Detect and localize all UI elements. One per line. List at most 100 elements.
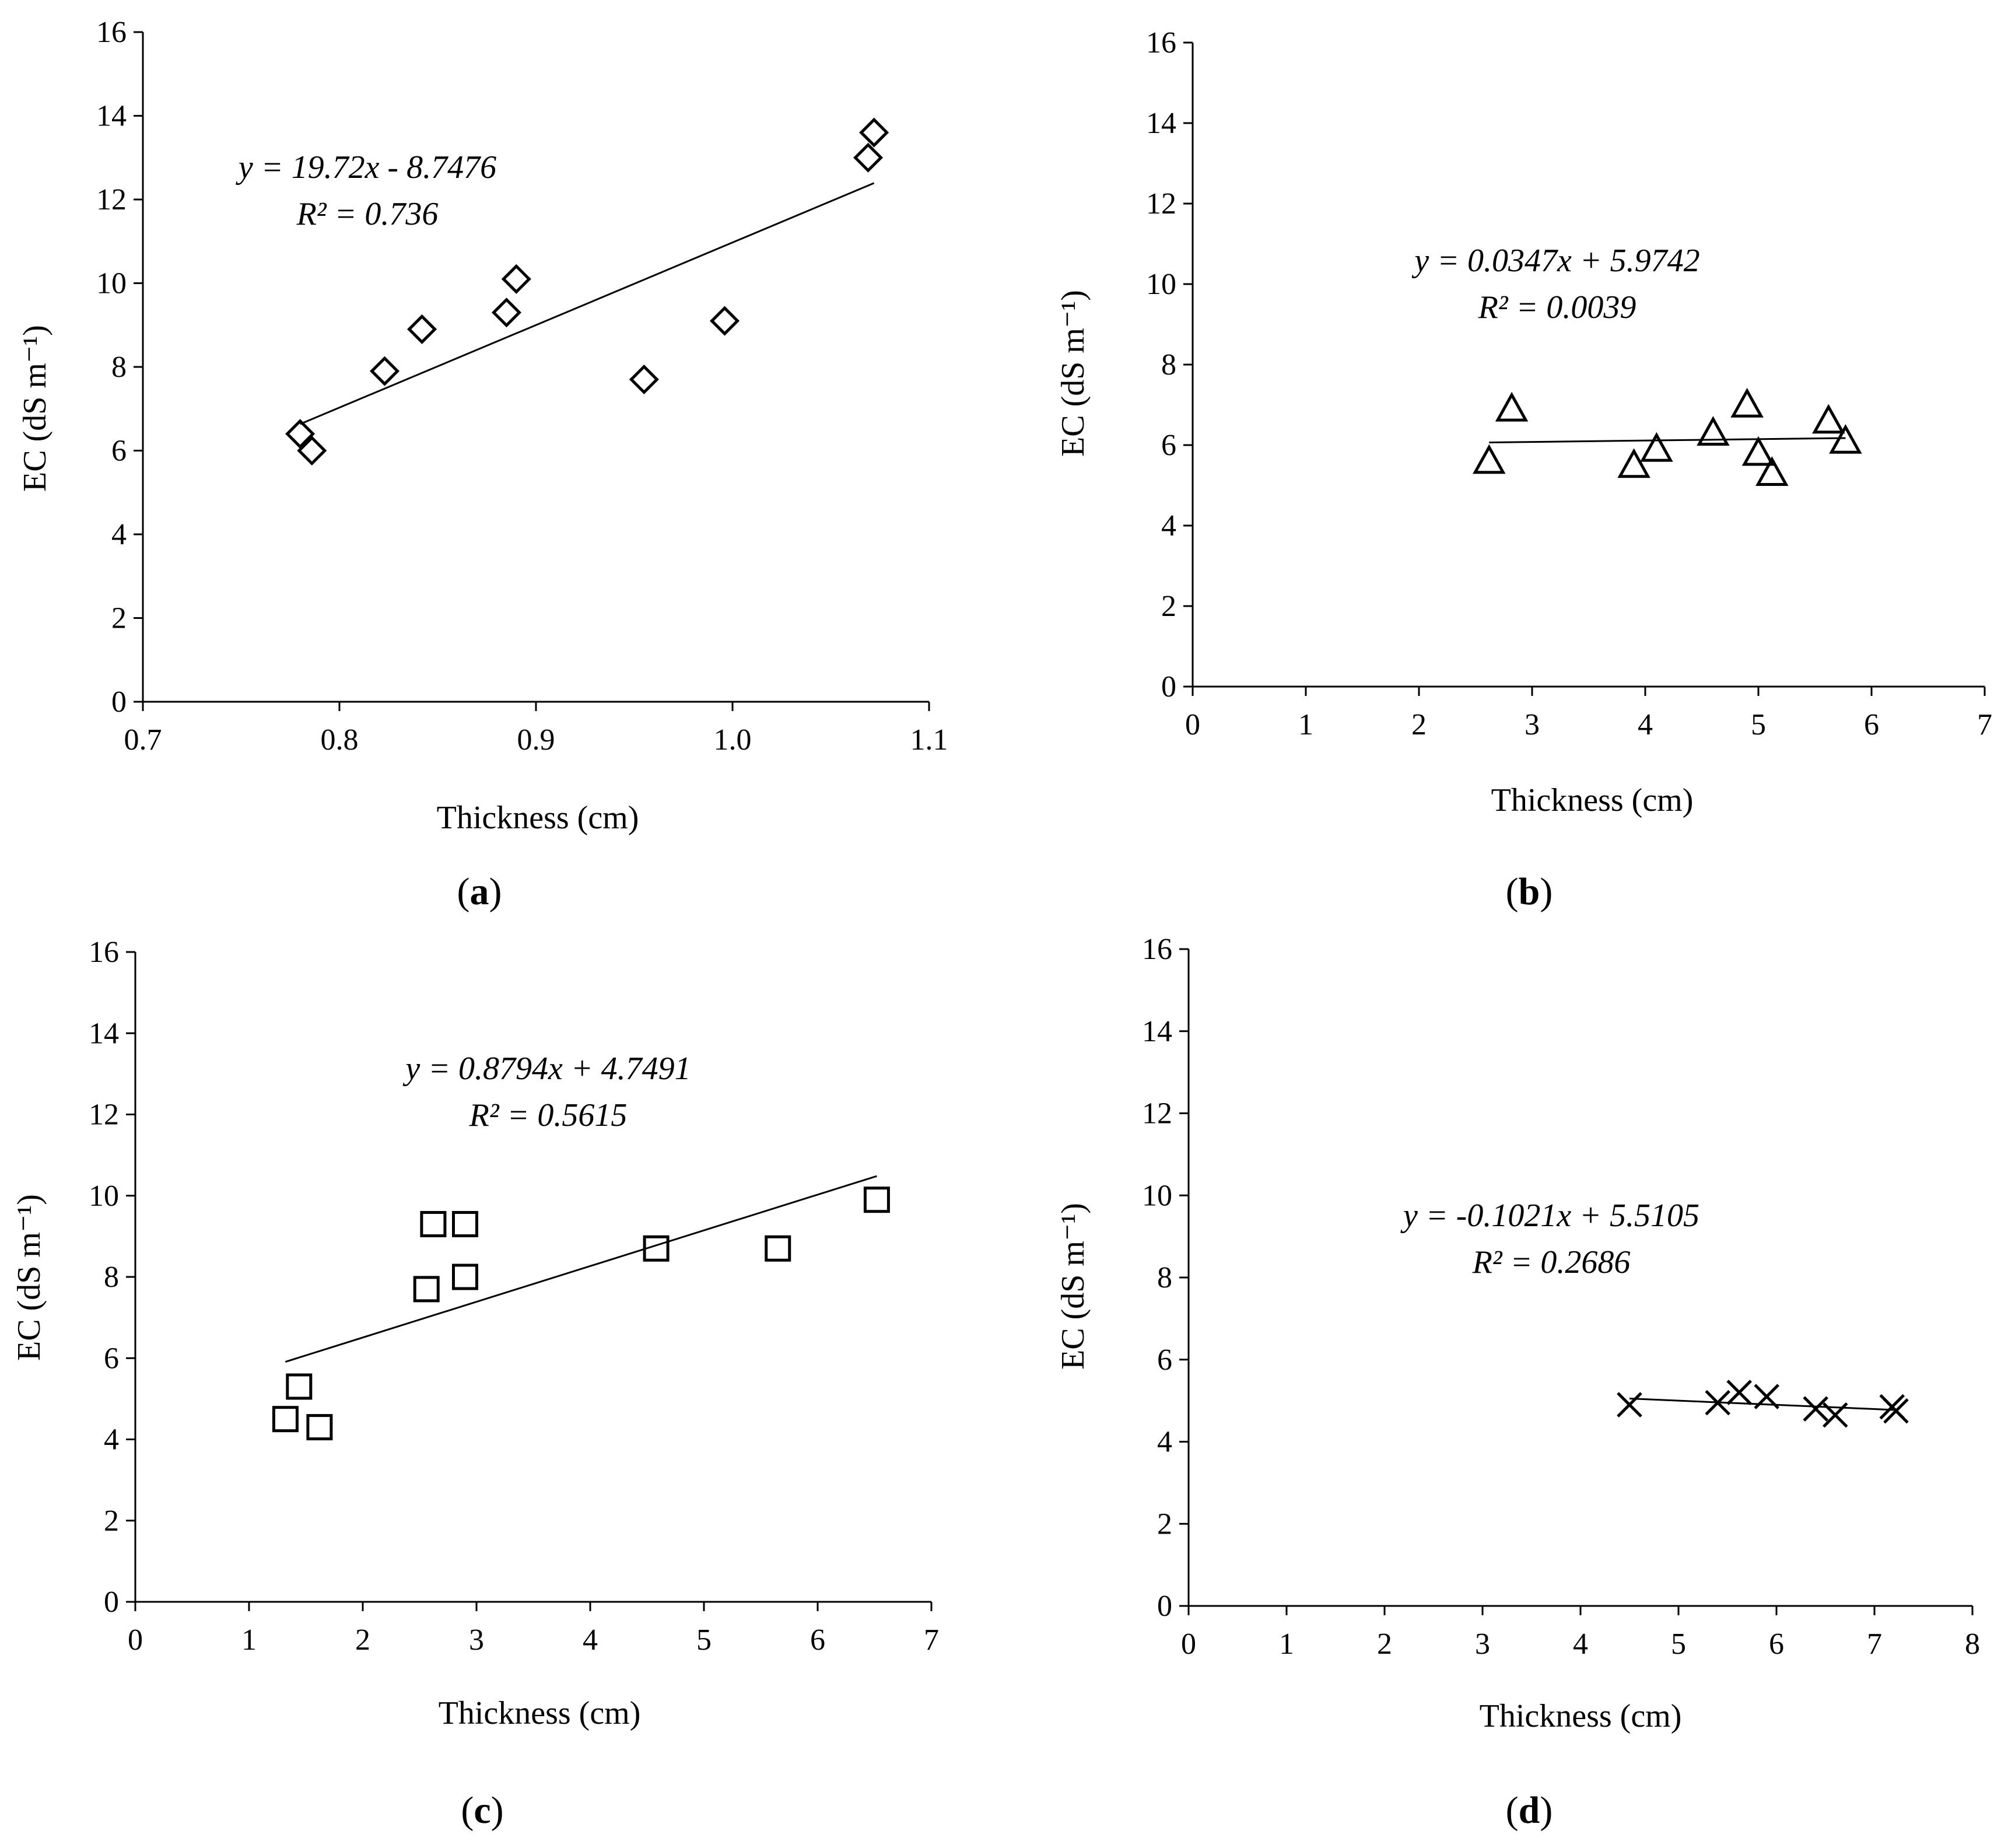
panel-d-xtick-label: 5 bbox=[1671, 1628, 1686, 1661]
panel-d-point bbox=[1754, 1384, 1779, 1409]
panel-a-label: (a) bbox=[457, 870, 502, 913]
panel-d-ytick-label: 4 bbox=[1157, 1426, 1172, 1459]
panel-d-xlabel: Thickness (cm) bbox=[1480, 1698, 1682, 1734]
panel-a-ytick-label: 2 bbox=[111, 602, 127, 635]
panel-c-xtick-label: 1 bbox=[241, 1623, 257, 1657]
panel-c-point bbox=[272, 1406, 299, 1433]
panel-c-point bbox=[452, 1264, 478, 1290]
panel-c-xtick-label: 2 bbox=[355, 1623, 370, 1657]
panel-b-label: (b) bbox=[1506, 870, 1553, 913]
panel-b: y = 0.0347x + 5.9742 R² = 0.0039 Thickne… bbox=[1055, 26, 1992, 913]
panel-b-ytick-label: 12 bbox=[1146, 187, 1176, 220]
panel-a: y = 19.72x - 8.7476 R² = 0.736 Thickness… bbox=[17, 16, 948, 913]
panel-c-ylabel: EC (dS m⁻¹) bbox=[11, 1194, 47, 1361]
panel-c-xtick-label: 0 bbox=[128, 1623, 143, 1657]
panel-b-xtick-label: 2 bbox=[1411, 708, 1427, 741]
panel-c-xlabel: Thickness (cm) bbox=[439, 1695, 641, 1731]
panel-c-xtick-label: 3 bbox=[469, 1623, 484, 1657]
panel-b-xtick-label: 0 bbox=[1185, 708, 1200, 741]
panel-c-xtick-label: 7 bbox=[924, 1623, 939, 1657]
panel-c-ytick-label: 0 bbox=[104, 1586, 119, 1619]
panel-a-equation: y = 19.72x - 8.7476 bbox=[236, 149, 496, 186]
panel-d-point bbox=[1726, 1380, 1752, 1405]
panel-c-point bbox=[413, 1276, 440, 1303]
panel-a-trendline bbox=[300, 182, 875, 425]
panel-c-ytick-label: 8 bbox=[104, 1261, 119, 1294]
panel-b-ytick-label: 8 bbox=[1161, 348, 1176, 382]
panel-a-point bbox=[407, 314, 437, 344]
panel-d-xtick-label: 3 bbox=[1475, 1628, 1490, 1661]
panel-d-xtick-label: 4 bbox=[1573, 1628, 1588, 1661]
panel-a-point bbox=[709, 306, 740, 336]
panel-d-ytick-label: 8 bbox=[1157, 1261, 1172, 1294]
panel-c-ytick-label: 14 bbox=[89, 1017, 119, 1050]
panel-b-ytick-label: 2 bbox=[1161, 590, 1176, 623]
panel-d-point bbox=[1803, 1396, 1828, 1422]
panel-d-ytick-label: 14 bbox=[1142, 1015, 1172, 1048]
panel-b-point bbox=[1473, 444, 1506, 474]
panel-c-label: (c) bbox=[461, 1789, 503, 1832]
panel-b-xlabel: Thickness (cm) bbox=[1491, 782, 1694, 818]
panel-a-ytick-label: 4 bbox=[111, 518, 127, 551]
panel-d-ytick-label: 0 bbox=[1157, 1590, 1172, 1623]
panel-b-equation: y = 0.0347x + 5.9742 bbox=[1411, 243, 1699, 279]
panel-b-point bbox=[1730, 387, 1764, 418]
panel-c-xtick-label: 4 bbox=[583, 1623, 598, 1657]
panel-d-label: (d) bbox=[1506, 1789, 1553, 1832]
panel-d-trendline bbox=[1629, 1398, 1897, 1411]
panel-d: y = -0.1021x + 5.5105 R² = 0.2686 Thickn… bbox=[1055, 933, 1980, 1832]
panel-a-ytick-label: 0 bbox=[111, 685, 127, 719]
panel-b-point bbox=[1697, 416, 1730, 446]
panel-c-ytick-label: 12 bbox=[89, 1098, 119, 1132]
panel-d-equation: y = -0.1021x + 5.5105 bbox=[1400, 1198, 1699, 1234]
panel-a-point bbox=[285, 419, 316, 449]
panel-b-point bbox=[1755, 456, 1789, 486]
panel-c-ytick-label: 6 bbox=[104, 1342, 119, 1375]
panel-b-xtick-label: 5 bbox=[1751, 708, 1766, 741]
panel-c-ytick-label: 4 bbox=[104, 1423, 119, 1457]
panel-b-ylabel: EC (dS m⁻¹) bbox=[1055, 290, 1091, 457]
panel-c-point bbox=[863, 1186, 890, 1213]
panel-a-point bbox=[853, 142, 884, 173]
panel-a-ytick-label: 10 bbox=[96, 267, 127, 300]
panel-a-xtick-label: 0.7 bbox=[124, 723, 162, 757]
panel-d-xtick-label: 0 bbox=[1181, 1628, 1196, 1661]
panel-b-xtick-label: 1 bbox=[1298, 708, 1313, 741]
panel-d-xtick-label: 6 bbox=[1769, 1628, 1784, 1661]
panel-a-ytick-label: 6 bbox=[111, 435, 127, 468]
panel-d-r2: R² = 0.2686 bbox=[1472, 1244, 1631, 1280]
panel-d-xtick-label: 1 bbox=[1279, 1628, 1294, 1661]
panel-d-point bbox=[1617, 1392, 1642, 1418]
panel-b-trendline bbox=[1489, 437, 1846, 444]
panel-d-ytick-label: 2 bbox=[1157, 1507, 1172, 1541]
panel-b-ytick-label: 0 bbox=[1161, 670, 1176, 704]
panel-c-point bbox=[286, 1373, 313, 1400]
panel-b-point bbox=[1617, 448, 1650, 478]
panel-d-ylabel: EC (dS m⁻¹) bbox=[1055, 1203, 1091, 1370]
panel-c-ytick-label: 2 bbox=[104, 1504, 119, 1538]
panel-a-point bbox=[629, 364, 659, 395]
panel-a-xlabel: Thickness (cm) bbox=[437, 800, 639, 836]
panel-a-point bbox=[369, 356, 400, 386]
panel-a-point bbox=[297, 435, 327, 466]
panel-d-xtick-label: 8 bbox=[1965, 1628, 1980, 1661]
panel-c-point bbox=[420, 1210, 447, 1237]
panel-b-ytick-label: 14 bbox=[1146, 107, 1176, 140]
panel-d-ytick-label: 6 bbox=[1157, 1343, 1172, 1377]
panel-c-xtick-label: 6 bbox=[810, 1623, 825, 1657]
panel-b-xtick-label: 7 bbox=[1977, 708, 1992, 741]
panel-d-ytick-label: 12 bbox=[1142, 1097, 1172, 1130]
panel-a-ytick-label: 16 bbox=[96, 16, 127, 49]
panel-d-point bbox=[1705, 1390, 1730, 1416]
panel-a-point bbox=[859, 117, 889, 148]
panel-b-ytick-label: 4 bbox=[1161, 509, 1176, 542]
panel-c-equation: y = 0.8794x + 4.7491 bbox=[402, 1051, 691, 1087]
panel-d-point bbox=[1823, 1402, 1848, 1428]
panel-d-ytick-label: 10 bbox=[1142, 1179, 1172, 1212]
panel-c: y = 0.8794x + 4.7491 R² = 0.5615 Thickne… bbox=[11, 936, 939, 1832]
panel-a-xtick-label: 0.9 bbox=[517, 723, 555, 757]
panel-d-ytick-label: 16 bbox=[1142, 933, 1172, 966]
panel-c-point bbox=[452, 1210, 478, 1237]
panel-c-r2: R² = 0.5615 bbox=[469, 1097, 628, 1133]
